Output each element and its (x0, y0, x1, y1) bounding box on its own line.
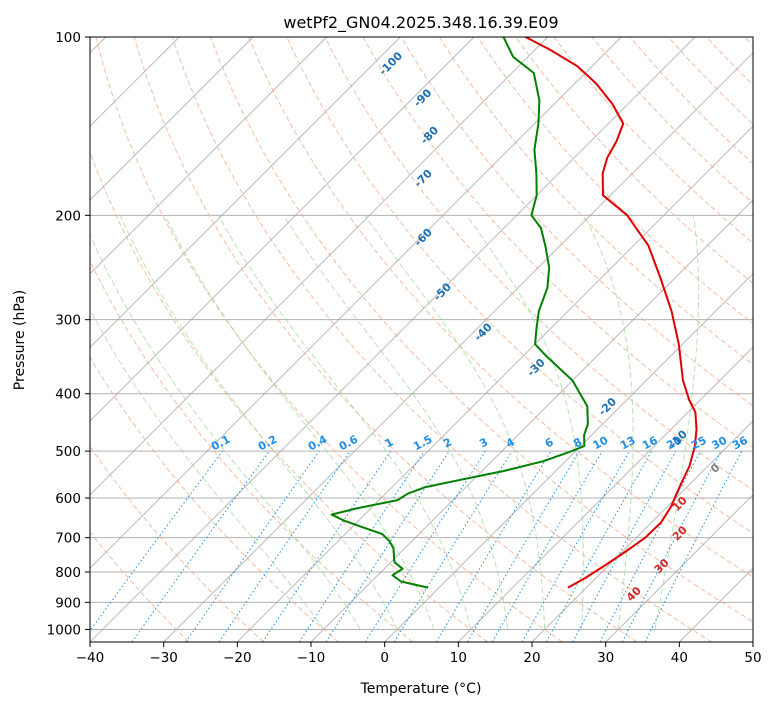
x-tick-label: −20 (223, 650, 252, 666)
dry-adiabat-line (400, 37, 753, 407)
moist-adiabat-line (466, 215, 584, 630)
moist-adiabat-line (90, 308, 324, 630)
isotherm-line (531, 420, 753, 642)
tick-layer: −40 −30 −20 −10 0 10 20 30 40 50 100 200 300 400 500 60… (47, 30, 762, 666)
mixing-ratio-line (218, 450, 351, 642)
chart-title: wetPf2_GN04.2025.348.16.39.E09 (283, 13, 558, 33)
x-tick-label: −10 (297, 650, 326, 666)
moist-adiabat-line (283, 215, 509, 630)
mixing-ratio-line (90, 450, 223, 632)
x-axis-label: Temperature (°C) (360, 681, 482, 697)
x-tick-label: −30 (149, 650, 178, 666)
series-layer (330, 37, 698, 589)
dry-adiabat-line (515, 37, 753, 284)
mixing-ratio-line (644, 450, 743, 642)
mixing-ratio-label: 36 (730, 434, 750, 453)
y-tick-label: 500 (55, 444, 81, 460)
mixing-ratio-line (262, 450, 392, 642)
mixing-ratio-label: 16 (640, 434, 660, 453)
mixing-ratio-label: 20 (664, 433, 684, 452)
mixing-ratio-line (545, 450, 653, 642)
temperature-profile-line (525, 37, 698, 589)
mixing-ratio-line (393, 450, 513, 642)
y-axis-label: Pressure (hPa) (12, 290, 28, 390)
y-tick-label: 400 (55, 387, 81, 403)
dry-adiabat-line (248, 37, 753, 578)
moist-adiabat-line (654, 215, 700, 630)
mixing-ratio-label: 10 (591, 433, 611, 452)
x-tick-label: 0 (380, 650, 389, 666)
mixing-ratio-line (521, 450, 630, 642)
dry-adiabat-line (210, 37, 753, 623)
isotherm-line (90, 37, 622, 569)
isotherm-line (605, 494, 753, 642)
mixing-ratio-line (572, 450, 677, 642)
y-tick-label: 700 (55, 531, 81, 547)
y-tick-label: 1000 (47, 622, 81, 638)
isotherm-line (90, 37, 696, 642)
x-tick-label: 40 (671, 650, 688, 666)
dry-adiabat-line (90, 150, 488, 642)
dry-adiabat-line (324, 37, 753, 491)
dry-adiabat-line (95, 37, 563, 642)
y-tick-label: 800 (55, 565, 81, 581)
y-tick-label: 300 (55, 313, 81, 329)
mixing-ratio-line (325, 450, 450, 642)
isotherm-line (752, 641, 753, 642)
dry-adiabat-line (171, 37, 712, 642)
mixing-ratio-label: 25 (689, 434, 709, 453)
moist-adiabat-line (217, 215, 472, 630)
dewpoint-profile-line (330, 37, 589, 589)
dry-adiabat-line (133, 37, 638, 642)
dry-adiabat-line (90, 445, 264, 642)
isotherm-line (163, 52, 753, 642)
isotherm-line (90, 37, 254, 201)
x-tick-label: 30 (597, 650, 614, 666)
mixing-ratio-label: 13 (618, 434, 638, 453)
isotherm-line (236, 125, 753, 642)
x-tick-label: 10 (450, 650, 467, 666)
moist-adiabat-line (119, 215, 398, 630)
moist-adiabat-line (364, 215, 546, 630)
dry-adiabat-line (438, 37, 753, 366)
isotherm-line (90, 37, 401, 348)
y-tick-label: 100 (55, 30, 81, 46)
x-tick-label: 20 (523, 650, 540, 666)
dry-adiabat-line (90, 259, 414, 642)
dry-adiabat-line (90, 356, 339, 642)
plot-frame (89, 36, 754, 643)
x-tick-label: 50 (744, 650, 761, 666)
isotherm-line (384, 273, 753, 642)
mixing-ratio-line (185, 450, 320, 642)
moist-adiabat-line (583, 215, 634, 630)
isotherm-line (457, 346, 753, 642)
x-tick-label: −40 (76, 650, 105, 666)
isotherm-line (90, 37, 475, 422)
y-tick-label: 200 (55, 208, 81, 224)
mixing-ratio-label: 30 (710, 434, 730, 453)
mixing-ratio-line (298, 450, 425, 642)
y-tick-label: 900 (55, 595, 81, 611)
isotherm-line (90, 37, 328, 275)
plot-background (90, 37, 753, 642)
grid-layer (90, 37, 753, 642)
isotherm-line (90, 37, 549, 496)
moist-adiabat-line (164, 215, 435, 630)
dry-adiabat-line (90, 531, 190, 642)
y-tick-label: 600 (55, 491, 81, 507)
moist-adiabat-line (90, 233, 361, 630)
mixing-ratio-line (131, 450, 270, 642)
